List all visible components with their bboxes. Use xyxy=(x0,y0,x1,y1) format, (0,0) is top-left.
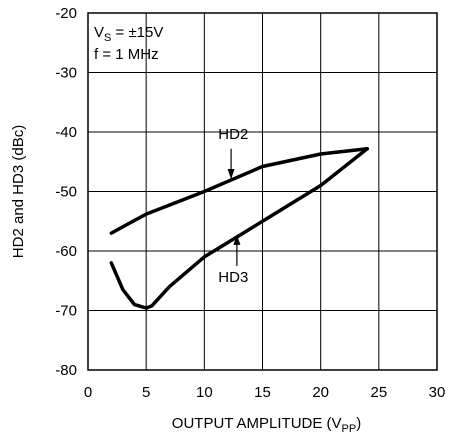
x-tick-label: 5 xyxy=(142,384,150,401)
series-line-hd2 xyxy=(109,146,369,235)
y-tick-label: -80 xyxy=(55,362,77,379)
x-tick-label: 30 xyxy=(429,384,446,401)
x-tick-label: 15 xyxy=(254,384,271,401)
y-tick-label: -40 xyxy=(55,124,77,141)
condition-supply-prefix: V xyxy=(94,24,104,41)
y-tick-label: -20 xyxy=(55,5,77,22)
x-axis-label: OUTPUT AMPLITUDE (VPP) xyxy=(172,415,361,435)
x-axis-label-subscript: PP xyxy=(342,423,357,435)
y-tick-label: -30 xyxy=(55,65,77,82)
hd2-arrow-head xyxy=(227,169,235,180)
x-tick-label: 10 xyxy=(196,384,213,401)
x-axis-label-close: ) xyxy=(356,415,361,432)
condition-supply-value: = ±15V xyxy=(111,24,163,41)
series-label-hd3: HD3 xyxy=(218,269,248,286)
x-tick-label: 20 xyxy=(312,384,329,401)
plot-frame xyxy=(87,12,438,371)
y-tick-label: -70 xyxy=(55,303,77,320)
y-tick-label: -50 xyxy=(55,184,77,201)
annotations: HD2 HD3 xyxy=(218,126,248,286)
x-tick-labels: 0 5 10 15 20 25 30 xyxy=(84,384,446,401)
x-axis-label-main: OUTPUT AMPLITUDE (V xyxy=(172,415,342,432)
x-tick-label: 0 xyxy=(84,384,92,401)
grid xyxy=(88,13,437,370)
conditions-box: VS = ±15V f = 1 MHz xyxy=(94,24,163,63)
series-label-hd2: HD2 xyxy=(218,126,248,143)
hd3-arrow-head xyxy=(233,234,241,245)
y-tick-label: -60 xyxy=(55,243,77,260)
condition-supply: VS = ±15V xyxy=(94,24,163,44)
series-line-hd3 xyxy=(109,146,369,310)
condition-supply-subscript: S xyxy=(104,32,111,44)
x-tick-label: 25 xyxy=(370,384,387,401)
series-lines xyxy=(109,146,369,310)
y-axis-label: HD2 and HD3 (dBc) xyxy=(10,125,27,258)
condition-frequency: f = 1 MHz xyxy=(94,46,159,63)
y-tick-labels: -20 -30 -40 -50 -60 -70 -80 xyxy=(55,5,77,379)
